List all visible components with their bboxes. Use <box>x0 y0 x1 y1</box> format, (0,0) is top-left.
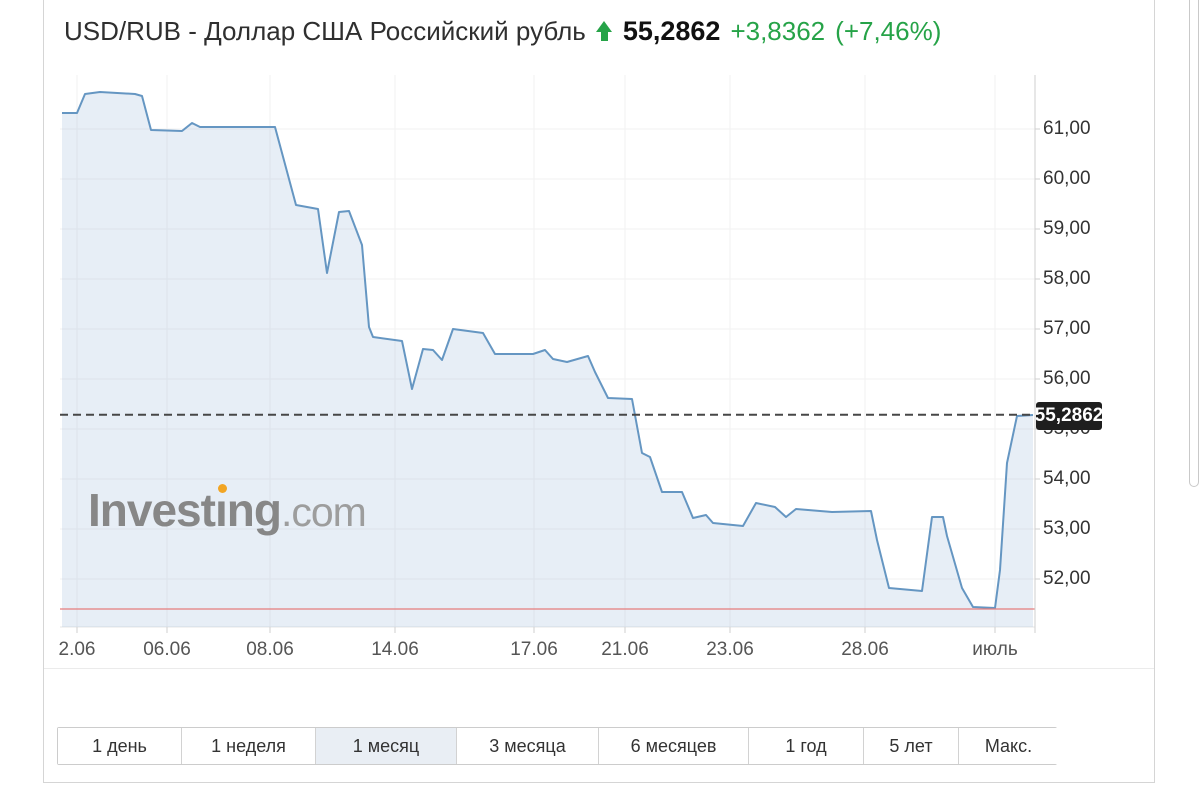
section-divider <box>44 668 1154 669</box>
x-axis-label: 06.06 <box>143 639 191 660</box>
chart-widget-container <box>43 0 1155 783</box>
price-change-percent: (+7,46%) <box>835 16 942 46</box>
x-axis-label: 17.06 <box>510 639 558 660</box>
timeframe-1-month[interactable]: 1 месяц <box>315 728 456 764</box>
price-change: +3,8362 <box>730 16 826 46</box>
current-price-badge: 55,2862 <box>1035 402 1103 430</box>
timeframe-1-day[interactable]: 1 день <box>58 728 181 764</box>
x-axis-label: 21.06 <box>601 639 649 660</box>
y-axis-label: 57,00 <box>1043 318 1091 339</box>
area-fill <box>62 92 1033 627</box>
instrument-header: USD/RUB - Доллар США Российский рубль 55… <box>64 16 941 47</box>
price-chart[interactable] <box>60 75 1050 637</box>
timeframe-1-year[interactable]: 1 год <box>748 728 863 764</box>
scrollbar-thumb[interactable] <box>1189 0 1199 487</box>
watermark-orange-dot-icon <box>217 484 227 493</box>
instrument-title: USD/RUB - Доллар США Российский рубль <box>64 16 586 46</box>
y-axis-label: 60,00 <box>1043 168 1091 189</box>
y-axis-label: 53,00 <box>1043 518 1091 539</box>
watermark-suffix: .com <box>280 489 367 535</box>
timeframe-6-months[interactable]: 6 месяцев <box>598 728 748 764</box>
x-axis-label: 23.06 <box>706 639 754 660</box>
y-axis-label: 56,00 <box>1043 368 1091 389</box>
last-price: 55,2862 <box>622 16 721 46</box>
y-axis-label: 54,00 <box>1043 468 1091 489</box>
timeframe-3-months[interactable]: 3 месяца <box>456 728 598 764</box>
x-axis-label: 14.06 <box>371 639 419 660</box>
watermark-brand: Investı ng <box>88 484 282 536</box>
x-axis-label: 08.06 <box>246 639 294 660</box>
timeframe-1-week[interactable]: 1 неделя <box>181 728 315 764</box>
y-axis-label: 59,00 <box>1043 218 1091 239</box>
y-axis-label: 52,00 <box>1043 568 1091 589</box>
timeframe-button-group: 1 день 1 неделя 1 месяц 3 месяца 6 месяцев 1 … <box>57 727 1058 765</box>
investing-watermark: Investı ng.com <box>88 483 367 537</box>
price-line <box>62 91 1034 609</box>
x-axis-label: июль <box>972 639 1018 660</box>
timeframe-max[interactable]: Макс. <box>958 728 1058 764</box>
y-axis-label: 58,00 <box>1043 268 1091 289</box>
up-arrow-icon <box>595 21 613 42</box>
timeframe-5-years[interactable]: 5 лет <box>863 728 958 764</box>
x-axis-label: 2.06 <box>58 639 96 660</box>
x-axis-label: 28.06 <box>841 639 889 660</box>
y-axis-label: 61,00 <box>1043 118 1091 139</box>
